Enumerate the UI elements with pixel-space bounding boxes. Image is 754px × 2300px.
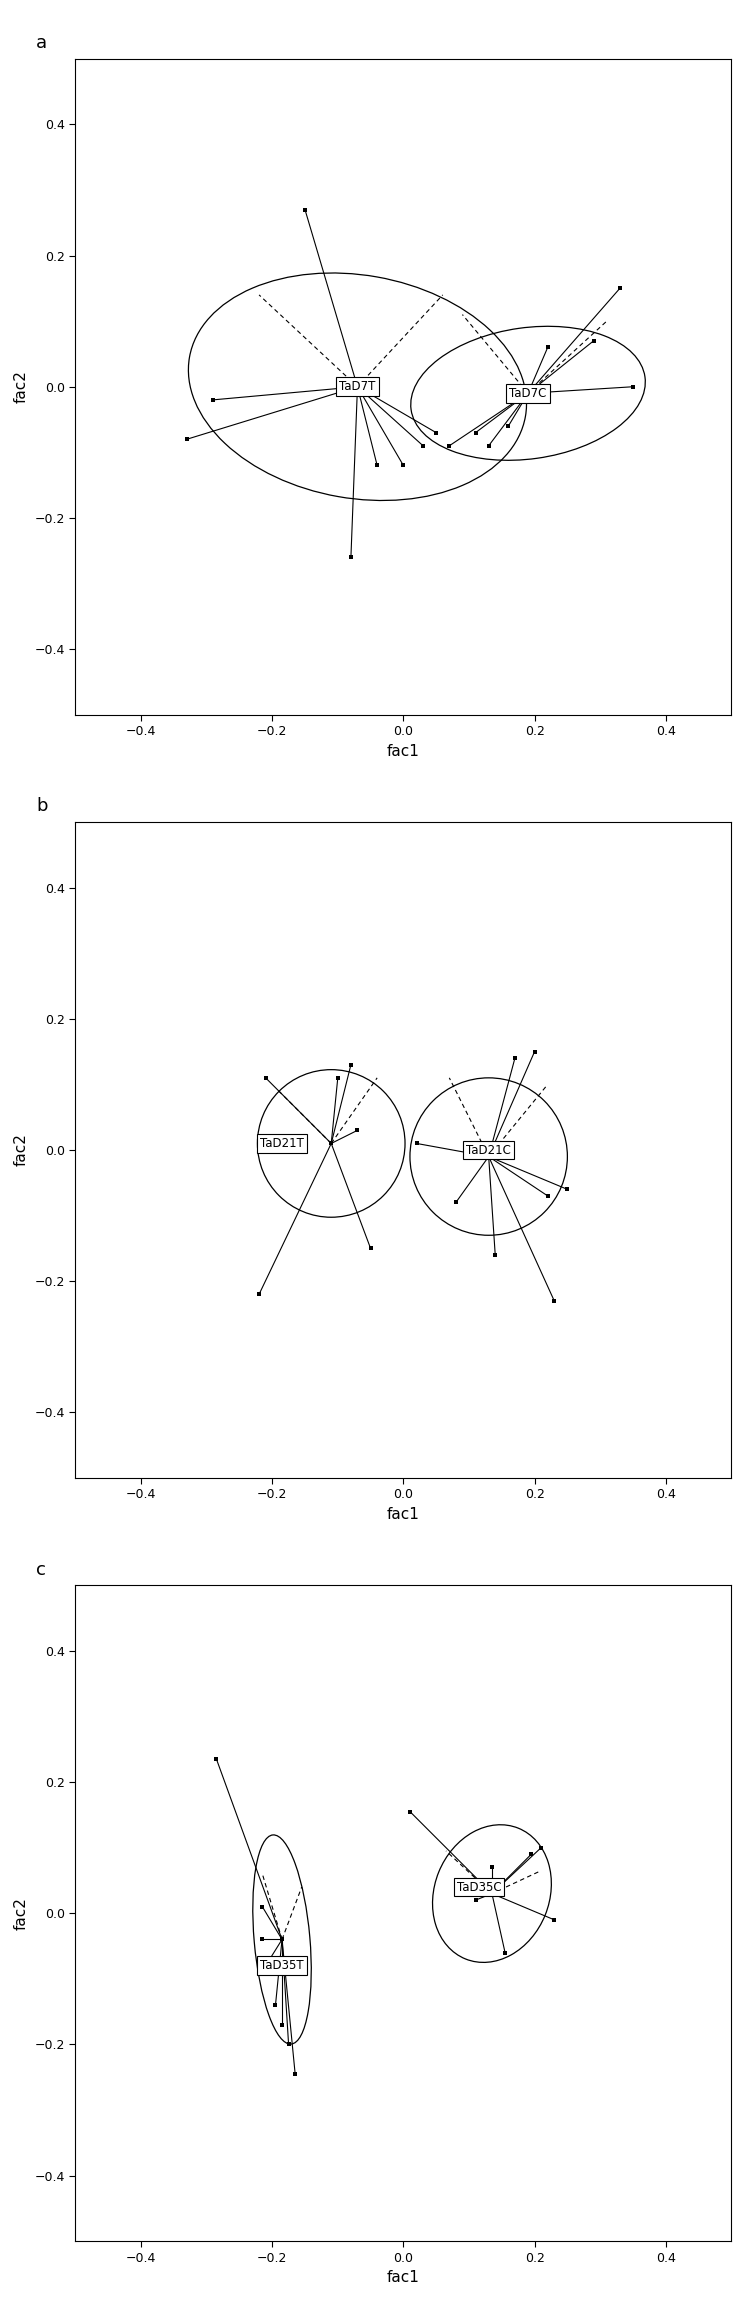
Text: TaD35C: TaD35C [456,1881,501,1893]
Text: TaD21C: TaD21C [466,1143,511,1157]
Text: TaD21T: TaD21T [260,1136,304,1150]
Text: TaD7T: TaD7T [339,380,375,393]
Y-axis label: fac2: fac2 [14,1898,29,1930]
Text: a: a [36,34,48,53]
Y-axis label: fac2: fac2 [14,1134,29,1166]
Text: TaD35T: TaD35T [260,1960,304,1971]
Text: TaD7C: TaD7C [510,386,547,400]
Text: c: c [36,1562,46,1578]
X-axis label: fac1: fac1 [387,1506,420,1523]
X-axis label: fac1: fac1 [387,2270,420,2286]
Text: b: b [36,798,48,816]
Y-axis label: fac2: fac2 [14,370,29,402]
X-axis label: fac1: fac1 [387,743,420,759]
